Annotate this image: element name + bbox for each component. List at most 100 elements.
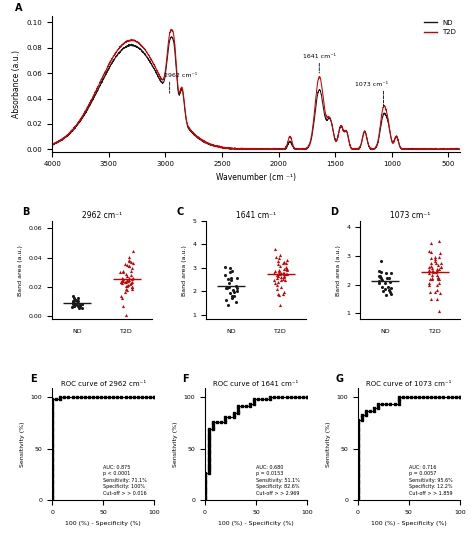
Point (124, 281, 131, 289)
Point (419, 392, 427, 401)
Point (433, 267, 440, 275)
Point (271, 276, 278, 285)
Point (403, 392, 410, 401)
Point (201, 482, 209, 491)
Point (278, 268, 285, 277)
Point (126, 392, 133, 401)
Point (434, 273, 441, 282)
Point (431, 257, 439, 266)
Point (354, 457, 362, 465)
Title: 1073 cm⁻¹: 1073 cm⁻¹ (390, 211, 430, 220)
Point (48, 436, 56, 445)
Point (387, 399, 394, 408)
Text: AUC: 0.680
p = 0.0153
Sensitivity: 51.1%
Specificity: 82.6%
Cut-off > > 2.969: AUC: 0.680 p = 0.0153 Sensitivity: 51.1%… (256, 464, 300, 496)
Point (433, 295, 441, 303)
T2D (206, 140, 211, 146)
Point (381, 285, 389, 293)
T2D (96, 82, 101, 89)
Point (128, 264, 136, 273)
Point (382, 278, 389, 287)
Point (127, 258, 135, 267)
Point (225, 275, 232, 284)
Point (117, 292, 125, 301)
Point (431, 288, 439, 296)
Point (456, 392, 464, 401)
Point (205, 436, 213, 445)
Point (56, 392, 64, 401)
Point (205, 434, 213, 442)
Y-axis label: Sensitivity (%): Sensitivity (%) (173, 422, 178, 467)
Point (48, 496, 56, 505)
Point (201, 489, 209, 498)
Point (125, 275, 133, 284)
Point (123, 276, 130, 285)
Point (354, 445, 362, 454)
T2D (223, 144, 229, 151)
Point (128, 285, 136, 293)
Point (303, 392, 310, 401)
Point (234, 406, 241, 415)
Point (273, 285, 281, 293)
Text: E: E (30, 374, 36, 384)
Point (354, 480, 362, 489)
Point (118, 278, 125, 287)
Line: T2D: T2D (52, 29, 460, 149)
Point (280, 258, 288, 266)
Point (118, 273, 126, 282)
Point (119, 268, 127, 277)
Point (230, 411, 237, 420)
Y-axis label: Sensitivity (%): Sensitivity (%) (20, 422, 25, 467)
Point (48, 473, 56, 482)
Title: ROC curve of 2962 cm⁻¹: ROC curve of 2962 cm⁻¹ (61, 381, 146, 387)
Point (428, 275, 436, 284)
Point (354, 464, 362, 472)
Point (205, 424, 213, 433)
ND (49, 141, 55, 147)
Point (370, 404, 378, 413)
Point (358, 411, 366, 420)
Point (375, 278, 383, 287)
Point (201, 478, 209, 486)
Point (395, 397, 402, 406)
Point (279, 392, 286, 401)
Point (448, 392, 456, 401)
ND (449, 146, 455, 152)
Y-axis label: Band area (a.u.): Band area (a.u.) (18, 245, 23, 295)
Point (273, 280, 281, 289)
Point (287, 392, 294, 401)
Text: 2962 cm⁻¹: 2962 cm⁻¹ (164, 73, 198, 78)
Point (387, 290, 394, 299)
ND (206, 141, 211, 147)
Point (75, 303, 82, 312)
Title: ROC curve of 1073 cm⁻¹: ROC curve of 1073 cm⁻¹ (366, 381, 452, 387)
Point (48, 462, 56, 470)
Title: ROC curve of 1641 cm⁻¹: ROC curve of 1641 cm⁻¹ (213, 381, 299, 387)
Point (210, 417, 217, 426)
Point (48, 478, 56, 486)
Point (126, 273, 133, 282)
Point (238, 402, 246, 410)
Point (434, 273, 442, 281)
Point (48, 494, 56, 502)
Point (277, 301, 284, 309)
Point (48, 424, 56, 433)
Point (234, 404, 241, 413)
Point (354, 424, 362, 433)
Point (277, 273, 285, 281)
Point (205, 448, 213, 456)
Point (118, 294, 126, 303)
Point (234, 287, 241, 296)
T2D (405, 146, 411, 152)
Point (433, 265, 440, 273)
Point (201, 485, 209, 493)
Point (205, 450, 213, 458)
Point (48, 459, 56, 468)
Point (205, 455, 213, 463)
Point (69, 297, 76, 306)
Point (71, 301, 78, 310)
Point (48, 450, 56, 458)
Point (48, 455, 56, 463)
Point (354, 441, 362, 449)
Point (125, 257, 133, 265)
Point (432, 268, 439, 277)
